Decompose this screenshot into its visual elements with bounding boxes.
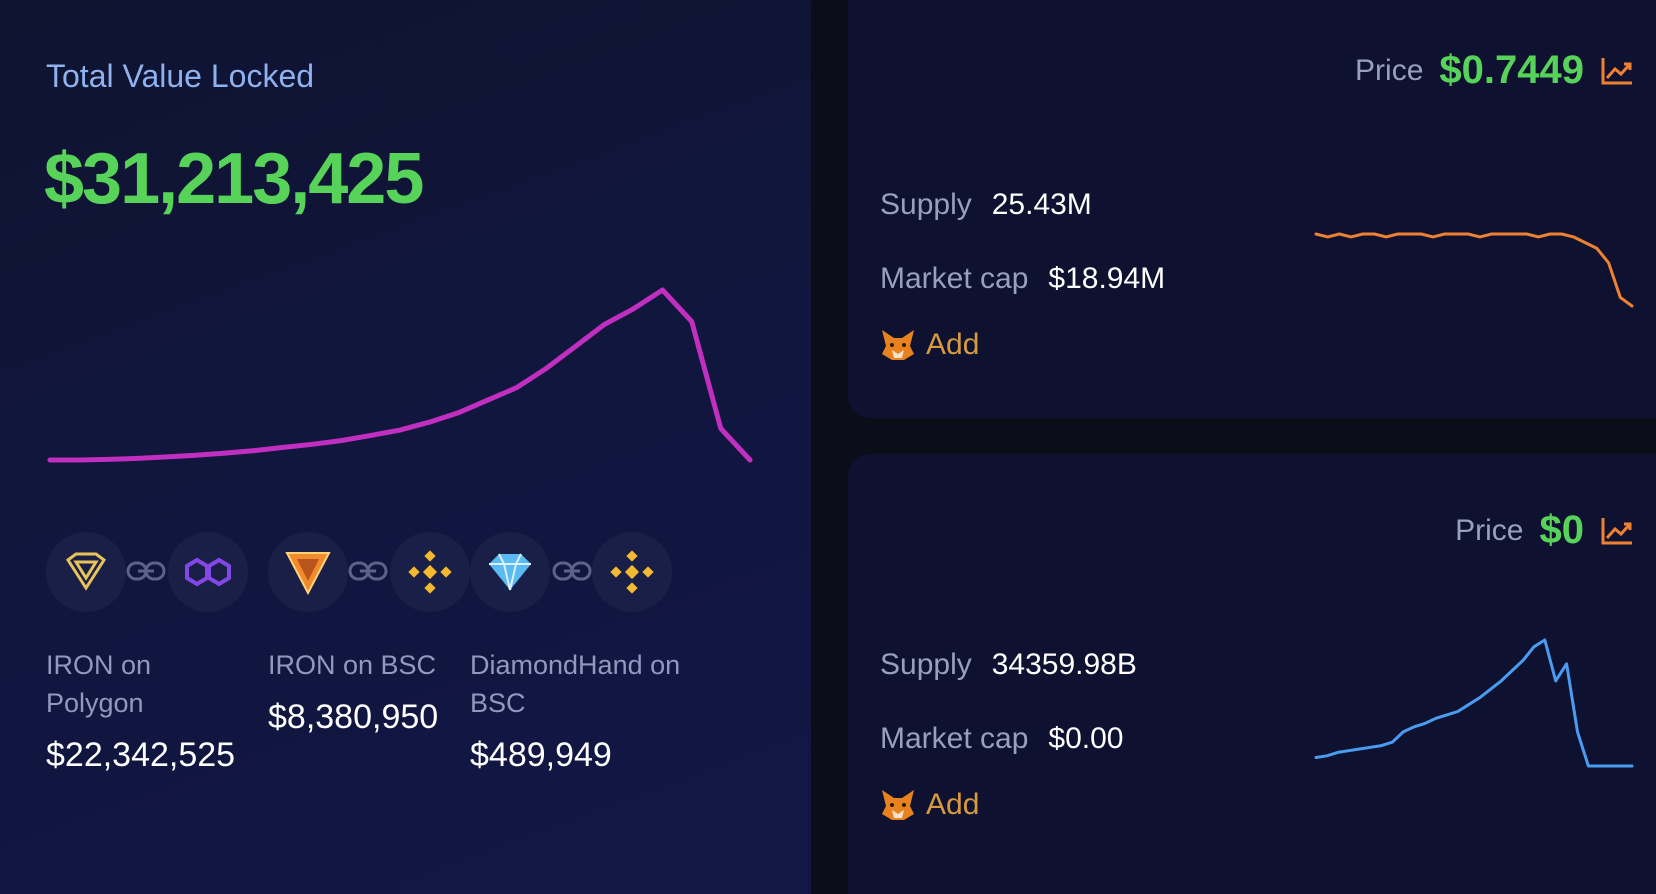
add-label: Add <box>926 788 980 821</box>
supply-label: Supply <box>880 648 972 681</box>
metamask-fox-icon <box>882 330 914 360</box>
polygon-icon <box>168 532 248 612</box>
tvl-panel <box>0 0 811 894</box>
link-icon <box>552 561 592 581</box>
tvl-line-chart <box>47 287 753 463</box>
market-cap-value: $18.94M <box>1048 262 1166 295</box>
series-line <box>47 287 753 463</box>
market-cap-value: $0.00 <box>1048 722 1124 755</box>
tvl-value: $31,213,425 <box>44 139 424 219</box>
supply-row: Supply 34359.98B <box>880 648 1137 682</box>
network-name: DiamondHand on BSC <box>470 650 681 718</box>
series-line <box>1314 232 1634 308</box>
market-cap-label: Market cap <box>880 262 1029 295</box>
add-to-wallet-button[interactable]: Add <box>880 328 979 362</box>
bsc-icon <box>592 532 672 612</box>
token-card <box>848 454 1656 894</box>
network-value: $489,949 <box>470 736 612 774</box>
supply-value: 34359.98B <box>991 648 1137 681</box>
market-cap-row: Market cap $18.94M <box>880 262 1165 296</box>
chart-icon[interactable] <box>1600 516 1634 546</box>
series-line <box>1314 638 1634 768</box>
price-label: Price <box>1455 513 1524 547</box>
titan-token-icon <box>268 532 348 612</box>
price-label: Price <box>1355 53 1424 87</box>
tvl-title: Total Value Locked <box>46 58 315 94</box>
supply-row: Supply 25.43M <box>880 188 1092 222</box>
network-value: $22,342,525 <box>46 736 236 774</box>
chart-icon[interactable] <box>1600 56 1634 86</box>
add-label: Add <box>926 328 980 361</box>
iron-token-icon <box>46 532 126 612</box>
link-icon <box>348 561 388 581</box>
price-row: Price $0.7449 <box>1355 48 1634 93</box>
diamond-icon <box>470 532 550 612</box>
price-sparkline <box>1314 638 1634 768</box>
price-value: $0.7449 <box>1439 48 1584 92</box>
metamask-fox-icon <box>882 790 914 820</box>
price-row: Price $0 <box>1455 508 1634 553</box>
token-card <box>848 0 1656 418</box>
supply-label: Supply <box>880 188 972 221</box>
network-name: IRON on BSC <box>268 650 437 680</box>
price-sparkline <box>1314 232 1634 308</box>
supply-value: 25.43M <box>991 188 1092 221</box>
bsc-icon <box>390 532 470 612</box>
market-cap-label: Market cap <box>880 722 1029 755</box>
price-value: $0 <box>1539 508 1585 552</box>
network-value: $8,380,950 <box>268 698 439 736</box>
market-cap-row: Market cap $0.00 <box>880 722 1123 756</box>
network-name: IRON on Polygon <box>46 650 152 718</box>
add-to-wallet-button[interactable]: Add <box>880 788 979 822</box>
link-icon <box>126 561 166 581</box>
